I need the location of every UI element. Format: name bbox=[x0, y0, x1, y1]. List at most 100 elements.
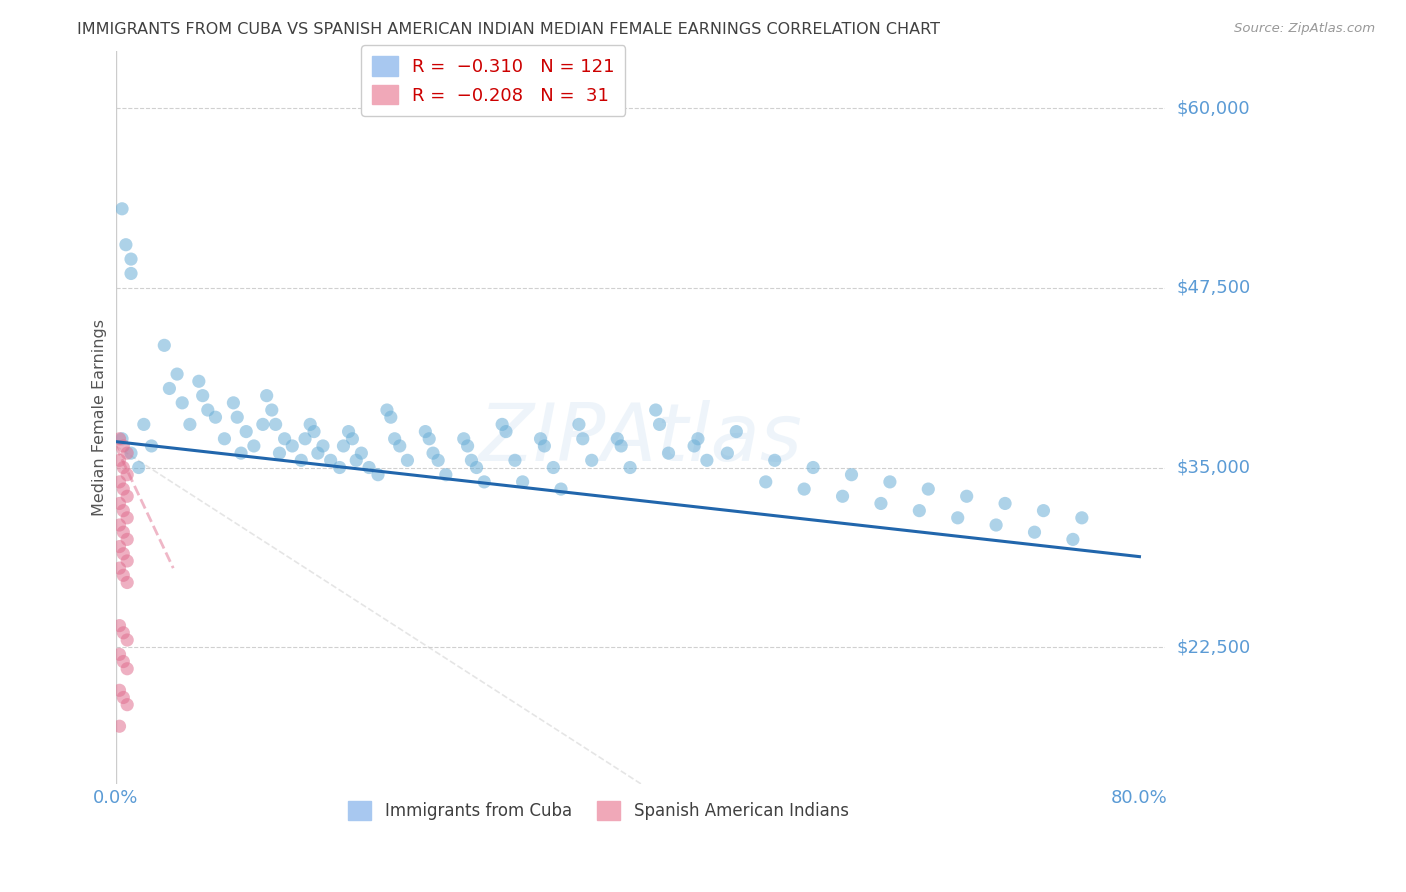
Point bbox=[879, 475, 901, 489]
Point bbox=[512, 475, 534, 489]
Point bbox=[581, 453, 603, 467]
Point bbox=[264, 417, 287, 432]
Point bbox=[644, 403, 666, 417]
Point bbox=[434, 467, 457, 482]
Point bbox=[1032, 503, 1054, 517]
Point bbox=[108, 540, 131, 554]
Point bbox=[460, 453, 482, 467]
Point bbox=[166, 367, 188, 381]
Point bbox=[108, 561, 131, 575]
Point bbox=[281, 439, 304, 453]
Point bbox=[994, 496, 1017, 510]
Point bbox=[917, 482, 939, 496]
Point bbox=[344, 453, 367, 467]
Point bbox=[319, 453, 342, 467]
Point bbox=[120, 252, 142, 266]
Point bbox=[187, 374, 209, 388]
Point bbox=[870, 496, 893, 510]
Point bbox=[115, 554, 138, 568]
Point bbox=[108, 496, 131, 510]
Point bbox=[472, 475, 495, 489]
Point bbox=[115, 575, 138, 590]
Point bbox=[153, 338, 176, 352]
Point bbox=[108, 453, 131, 467]
Point bbox=[115, 446, 138, 460]
Point bbox=[197, 403, 219, 417]
Point bbox=[332, 439, 354, 453]
Point bbox=[112, 503, 135, 517]
Text: $35,000: $35,000 bbox=[1177, 458, 1250, 476]
Point bbox=[299, 417, 322, 432]
Point bbox=[115, 632, 138, 647]
Text: Source: ZipAtlas.com: Source: ZipAtlas.com bbox=[1234, 22, 1375, 36]
Point bbox=[388, 439, 411, 453]
Point bbox=[307, 446, 329, 460]
Point bbox=[571, 432, 593, 446]
Point bbox=[1024, 525, 1046, 540]
Point bbox=[108, 618, 131, 632]
Point bbox=[115, 662, 138, 676]
Point bbox=[112, 439, 135, 453]
Point bbox=[112, 460, 135, 475]
Point bbox=[243, 439, 266, 453]
Point bbox=[120, 446, 142, 460]
Point bbox=[108, 719, 131, 733]
Point bbox=[683, 439, 706, 453]
Point bbox=[422, 446, 444, 460]
Point bbox=[648, 417, 671, 432]
Point bbox=[503, 453, 526, 467]
Point bbox=[226, 410, 249, 425]
Point bbox=[495, 425, 517, 439]
Point bbox=[418, 432, 440, 446]
Point bbox=[204, 410, 226, 425]
Point bbox=[1070, 511, 1092, 525]
Text: IMMIGRANTS FROM CUBA VS SPANISH AMERICAN INDIAN MEDIAN FEMALE EARNINGS CORRELATI: IMMIGRANTS FROM CUBA VS SPANISH AMERICAN… bbox=[77, 22, 941, 37]
Point bbox=[841, 467, 863, 482]
Point bbox=[533, 439, 555, 453]
Point bbox=[908, 503, 931, 517]
Point bbox=[302, 425, 325, 439]
Point bbox=[128, 460, 150, 475]
Point bbox=[946, 511, 969, 525]
Point bbox=[191, 389, 214, 403]
Point bbox=[696, 453, 718, 467]
Point bbox=[115, 533, 138, 547]
Point bbox=[235, 425, 257, 439]
Point bbox=[342, 432, 364, 446]
Point bbox=[657, 446, 679, 460]
Point bbox=[465, 460, 488, 475]
Point bbox=[112, 547, 135, 561]
Point bbox=[108, 648, 131, 662]
Point bbox=[179, 417, 201, 432]
Text: ZIPAtlas: ZIPAtlas bbox=[478, 401, 803, 478]
Point bbox=[610, 439, 633, 453]
Point bbox=[112, 690, 135, 705]
Point bbox=[108, 518, 131, 533]
Text: $60,000: $60,000 bbox=[1177, 99, 1250, 117]
Point bbox=[229, 446, 252, 460]
Point bbox=[793, 482, 815, 496]
Point bbox=[111, 432, 134, 446]
Point bbox=[112, 568, 135, 582]
Point bbox=[725, 425, 748, 439]
Point bbox=[384, 432, 406, 446]
Point bbox=[290, 453, 312, 467]
Point bbox=[755, 475, 778, 489]
Point bbox=[619, 460, 641, 475]
Point bbox=[606, 432, 628, 446]
Point bbox=[172, 396, 194, 410]
Point bbox=[457, 439, 479, 453]
Y-axis label: Median Female Earnings: Median Female Earnings bbox=[93, 318, 107, 516]
Point bbox=[529, 432, 551, 446]
Text: $47,500: $47,500 bbox=[1177, 279, 1250, 297]
Point bbox=[108, 683, 131, 698]
Point bbox=[132, 417, 155, 432]
Point bbox=[543, 460, 565, 475]
Point bbox=[453, 432, 475, 446]
Point bbox=[337, 425, 360, 439]
Point bbox=[763, 453, 786, 467]
Point bbox=[273, 432, 295, 446]
Point bbox=[491, 417, 513, 432]
Point bbox=[350, 446, 373, 460]
Point bbox=[312, 439, 335, 453]
